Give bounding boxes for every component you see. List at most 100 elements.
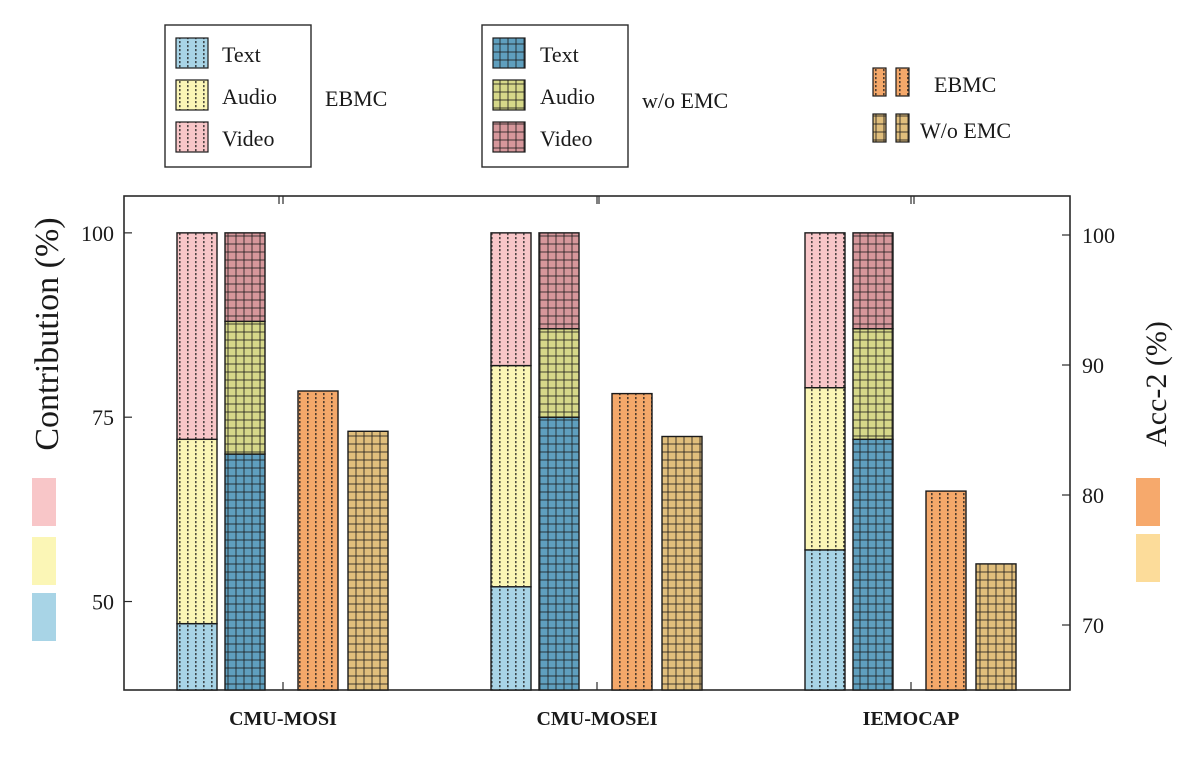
bar-pattern xyxy=(539,232,579,329)
bar-pattern xyxy=(805,549,845,690)
y-right-tick-label: 90 xyxy=(1082,353,1104,378)
bar-ebmc-audio-1 xyxy=(490,364,532,588)
bar-outline xyxy=(611,392,653,691)
swatch-outline xyxy=(895,67,910,97)
side-color-strips xyxy=(32,478,1160,641)
legend-acc-swatch-a xyxy=(872,113,887,143)
bar-pattern xyxy=(853,328,893,440)
bar-woemc-text-1 xyxy=(538,416,580,691)
bar-acc-ebmc-2 xyxy=(925,490,967,691)
plot-frame xyxy=(123,195,1071,691)
legend-label: Audio xyxy=(222,84,277,109)
legend-label: Text xyxy=(540,42,579,67)
swatch-outline xyxy=(175,37,209,69)
right-strip-woemc xyxy=(1136,534,1160,582)
bar-ebmc-text-1 xyxy=(490,586,532,691)
legend-woemc: Text Audio Video w/o EMC xyxy=(481,24,728,168)
bar-woemc-text-2 xyxy=(852,438,894,691)
swatch-outline xyxy=(175,79,209,111)
bar-pattern xyxy=(612,393,652,690)
bar-woemc-audio-2 xyxy=(852,328,894,441)
bar-pattern xyxy=(225,321,265,455)
bar-outline xyxy=(538,232,580,330)
bar-outline xyxy=(804,232,846,389)
left-strip-audio xyxy=(32,537,56,585)
bar-pattern xyxy=(853,439,893,690)
swatch-pattern xyxy=(176,80,208,110)
bar-ebmc-video-1 xyxy=(490,232,532,367)
plot-area xyxy=(123,195,1071,691)
bar-outline xyxy=(925,490,967,691)
bar-acc-ebmc-1 xyxy=(611,392,653,691)
y-left-tick-label: 50 xyxy=(92,590,114,615)
y-right-tick-label: 80 xyxy=(1082,483,1104,508)
bar-woemc-video-0 xyxy=(224,232,266,323)
bar-acc-woemc-1 xyxy=(661,435,703,691)
bar-pattern xyxy=(225,232,265,322)
bar-pattern xyxy=(539,328,579,418)
bar-woemc-text-0 xyxy=(224,453,266,691)
left-strip-video xyxy=(32,478,56,526)
bar-outline xyxy=(852,232,894,330)
legend-acc-swatch-b xyxy=(895,67,910,97)
legend-acc-label: W/o EMC xyxy=(920,118,1011,143)
bar-pattern xyxy=(491,232,531,366)
y-left-tick-label: 100 xyxy=(81,221,114,246)
bar-pattern xyxy=(177,439,217,624)
bars-layer xyxy=(176,232,1017,691)
swatch-outline xyxy=(492,37,526,69)
bar-acc-ebmc-0 xyxy=(297,390,339,691)
y-left-tick-label: 75 xyxy=(92,405,114,430)
bar-pattern xyxy=(348,431,388,690)
bar-outline xyxy=(490,232,532,367)
bar-ebmc-audio-2 xyxy=(804,387,846,551)
bar-pattern xyxy=(298,391,338,690)
legend-label: Video xyxy=(540,126,592,151)
category-label: IEMOCAP xyxy=(863,708,960,730)
bar-ebmc-video-0 xyxy=(176,232,218,441)
bar-acc-woemc-0 xyxy=(347,430,389,691)
swatch-pattern xyxy=(896,114,909,142)
bar-outline xyxy=(176,232,218,441)
y-left-axis-title: Contribution (%) xyxy=(29,217,66,450)
bar-woemc-audio-1 xyxy=(538,328,580,418)
bar-ebmc-text-0 xyxy=(176,622,218,691)
right-strip-ebmc xyxy=(1136,478,1160,526)
bar-pattern xyxy=(853,232,893,329)
legend-group-label: w/o EMC xyxy=(642,88,728,113)
swatch-pattern xyxy=(896,68,909,96)
legends-layer: Text Audio Video EBMC Text Audio Video w/o EMC E… xyxy=(164,24,1011,168)
legend-group-label: EBMC xyxy=(325,86,387,111)
legend-swatch-video xyxy=(492,121,526,153)
bar-pattern xyxy=(805,387,845,550)
bar-outline xyxy=(975,563,1017,691)
bar-pattern xyxy=(225,454,265,690)
bar-acc-woemc-2 xyxy=(975,563,1017,691)
bar-ebmc-video-2 xyxy=(804,232,846,389)
legend-label: Audio xyxy=(540,84,595,109)
legend-acc-swatch-b xyxy=(895,113,910,143)
swatch-outline xyxy=(895,113,910,143)
swatch-pattern xyxy=(873,68,886,96)
bar-outline xyxy=(297,390,339,691)
bar-woemc-audio-0 xyxy=(224,320,266,455)
legend-label: Video xyxy=(222,126,274,151)
bar-ebmc-text-2 xyxy=(804,549,846,691)
bar-pattern xyxy=(539,417,579,690)
category-label: CMU-MOSI xyxy=(229,708,337,730)
swatch-pattern xyxy=(176,38,208,68)
bar-pattern xyxy=(491,586,531,690)
bar-outline xyxy=(661,435,703,691)
bar-woemc-video-1 xyxy=(538,232,580,330)
legend-label: Text xyxy=(222,42,261,67)
legend-swatch-audio xyxy=(175,79,209,111)
legend-swatch-text xyxy=(175,37,209,69)
legend-swatch-text xyxy=(492,37,526,69)
bar-outline xyxy=(224,232,266,323)
y-right-axis-title: Acc-2 (%) xyxy=(1140,321,1173,447)
left-strip-text xyxy=(32,593,56,641)
swatch-outline xyxy=(492,121,526,153)
swatch-pattern xyxy=(873,114,886,142)
y-right-tick-label: 100 xyxy=(1082,223,1115,248)
